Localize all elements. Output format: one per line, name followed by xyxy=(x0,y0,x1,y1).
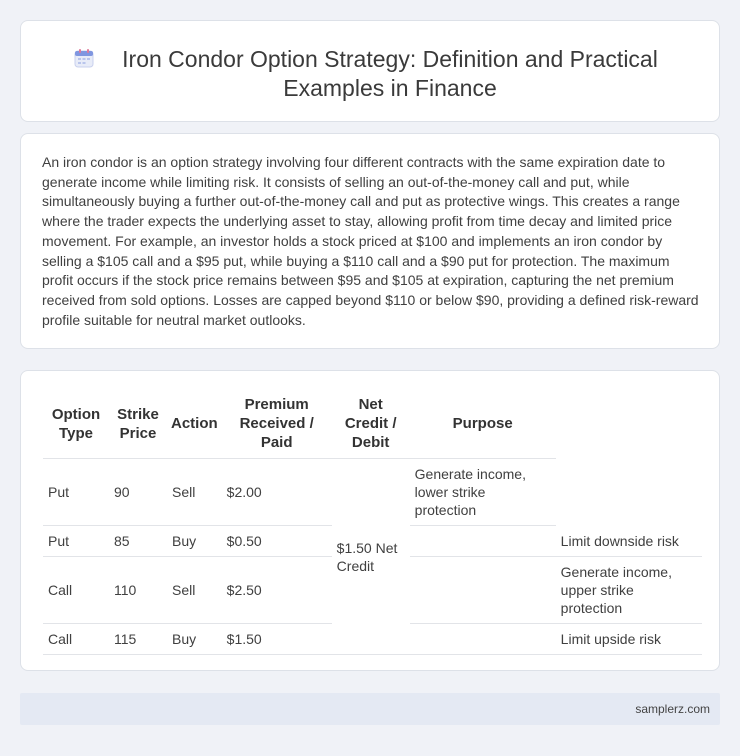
header-strike-price: Strike Price xyxy=(109,389,167,459)
table-row: Put 85 Buy $0.50 Limit downside risk xyxy=(43,525,702,557)
footer-site-link[interactable]: samplerz.com xyxy=(635,702,710,716)
header-action: Action xyxy=(167,389,222,459)
cell-strike: 90 xyxy=(109,458,167,526)
header-premium: Premium Received / Paid xyxy=(221,389,332,459)
cell-purpose: Generate income, upper strike protection xyxy=(555,556,702,624)
cell-action: Buy xyxy=(167,623,222,655)
cell-action: Sell xyxy=(167,458,222,526)
cell-type: Put xyxy=(43,525,109,557)
cell-action: Buy xyxy=(167,525,222,557)
cell-type: Put xyxy=(43,458,109,526)
cell-premium: $2.50 xyxy=(221,556,332,624)
cell-purpose: Limit upside risk xyxy=(555,623,702,655)
header-net-credit: Net Credit / Debit xyxy=(331,389,410,459)
header-empty xyxy=(556,389,702,459)
cell-purpose: Generate income, lower strike protection xyxy=(409,458,556,526)
cell-type: Call xyxy=(43,623,109,655)
table-row: Put 90 Sell $2.00 $1.50 Net Credit Gener… xyxy=(43,458,702,655)
description-text: An iron condor is an option strategy inv… xyxy=(42,154,699,328)
header-option-type: Option Type xyxy=(43,389,109,459)
cell-strike: 115 xyxy=(109,623,167,655)
cell-premium: $1.50 xyxy=(221,623,332,655)
table-header-row: Option Type Strike Price Action Premium … xyxy=(43,389,702,459)
footer: samplerz.com xyxy=(20,693,720,725)
calendar-icon xyxy=(74,49,94,68)
cell-action: Sell xyxy=(167,556,222,624)
cell-type: Call xyxy=(43,556,109,624)
page-title: Iron Condor Option Strategy: Definition … xyxy=(122,46,658,101)
table-row: Call 115 Buy $1.50 Limit upside risk xyxy=(43,623,702,655)
title-card: Iron Condor Option Strategy: Definition … xyxy=(20,20,720,122)
cell-empty xyxy=(409,556,556,624)
cell-empty xyxy=(409,623,556,655)
header-purpose: Purpose xyxy=(409,389,556,459)
table-card: Option Type Strike Price Action Premium … xyxy=(20,370,720,671)
cell-empty xyxy=(556,459,702,526)
description-card: An iron condor is an option strategy inv… xyxy=(20,133,720,349)
cell-premium: $2.00 xyxy=(221,458,332,526)
iron-condor-table: Option Type Strike Price Action Premium … xyxy=(43,389,702,655)
cell-empty xyxy=(409,525,556,557)
cell-net-credit: $1.50 Net Credit xyxy=(331,458,410,655)
table-row: Call 110 Sell $2.50 Generate income, upp… xyxy=(43,556,702,624)
cell-strike: 110 xyxy=(109,556,167,624)
cell-strike: 85 xyxy=(109,525,167,557)
cell-purpose: Limit downside risk xyxy=(555,525,702,557)
cell-premium: $0.50 xyxy=(221,525,332,557)
